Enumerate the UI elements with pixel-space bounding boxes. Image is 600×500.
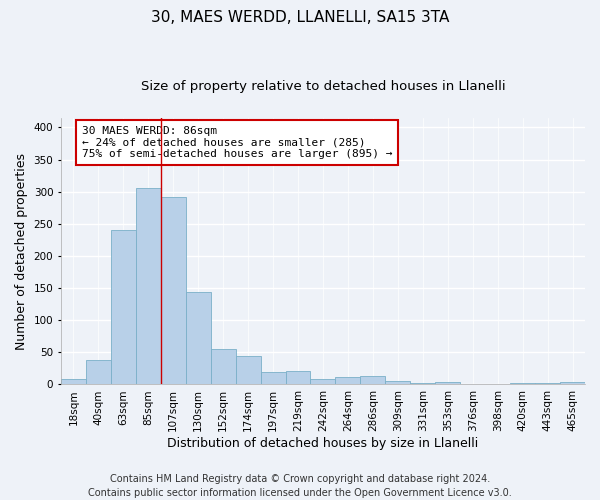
Text: 30 MAES WERDD: 86sqm
← 24% of detached houses are smaller (285)
75% of semi-deta: 30 MAES WERDD: 86sqm ← 24% of detached h… — [82, 126, 392, 159]
Bar — [510, 383, 535, 384]
Bar — [86, 360, 111, 384]
Bar — [310, 378, 335, 384]
Bar — [186, 292, 211, 384]
Bar — [385, 381, 410, 384]
Bar — [335, 378, 361, 384]
Bar — [286, 371, 310, 384]
Bar — [161, 198, 186, 384]
Bar — [211, 349, 236, 384]
Text: 30, MAES WERDD, LLANELLI, SA15 3TA: 30, MAES WERDD, LLANELLI, SA15 3TA — [151, 10, 449, 25]
Bar — [236, 356, 260, 384]
Bar — [260, 372, 286, 384]
Bar — [560, 382, 585, 384]
Bar — [111, 230, 136, 384]
Text: Contains HM Land Registry data © Crown copyright and database right 2024.
Contai: Contains HM Land Registry data © Crown c… — [88, 474, 512, 498]
Bar — [61, 380, 86, 384]
X-axis label: Distribution of detached houses by size in Llanelli: Distribution of detached houses by size … — [167, 437, 479, 450]
Bar — [435, 382, 460, 384]
Bar — [136, 188, 161, 384]
Bar — [361, 376, 385, 384]
Bar — [535, 382, 560, 384]
Title: Size of property relative to detached houses in Llanelli: Size of property relative to detached ho… — [140, 80, 505, 93]
Y-axis label: Number of detached properties: Number of detached properties — [15, 152, 28, 350]
Bar — [410, 382, 435, 384]
